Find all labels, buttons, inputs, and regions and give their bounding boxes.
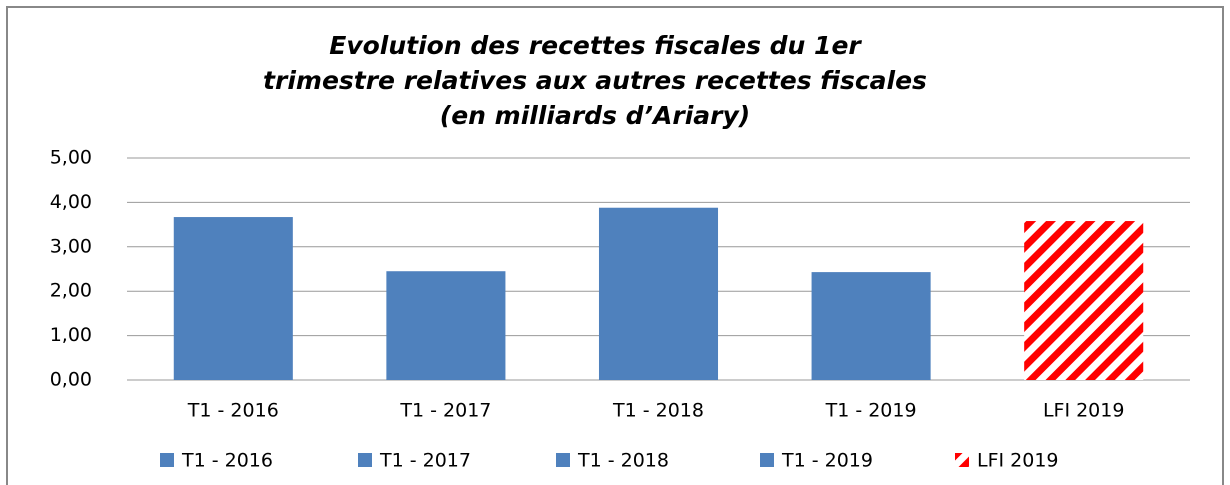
x-tick-label: LFI 2019 — [1043, 400, 1125, 422]
y-tick-label: 0,00 — [50, 369, 92, 391]
x-tick-label: T1 - 2018 — [612, 400, 704, 422]
legend-swatch — [160, 453, 174, 467]
legend-label: T1 - 2019 — [781, 450, 873, 472]
x-tick-label: T1 - 2017 — [399, 400, 491, 422]
y-tick-label: 5,00 — [50, 147, 92, 169]
legend-label: LFI 2019 — [977, 450, 1059, 472]
bar — [598, 207, 719, 380]
x-tick-label: T1 - 2016 — [187, 400, 279, 422]
y-tick-label: 4,00 — [50, 191, 92, 213]
legend-swatch — [955, 453, 969, 467]
legend-label: T1 - 2018 — [577, 450, 669, 472]
legend-swatch — [358, 453, 372, 467]
y-tick-label: 2,00 — [50, 280, 92, 302]
bar — [811, 272, 931, 380]
bar — [1024, 221, 1144, 380]
legend-label: T1 - 2017 — [379, 450, 471, 472]
legend-swatch — [556, 453, 570, 467]
legend-swatch — [760, 453, 774, 467]
y-tick-label: 1,00 — [50, 324, 92, 346]
legend-label: T1 - 2016 — [181, 450, 273, 472]
x-tick-label: T1 - 2019 — [825, 400, 917, 422]
bar — [173, 217, 293, 380]
y-tick-label: 3,00 — [50, 235, 92, 257]
chart-title: Evolution des recettes fiscales du 1er t… — [263, 31, 927, 130]
bar — [386, 271, 506, 380]
